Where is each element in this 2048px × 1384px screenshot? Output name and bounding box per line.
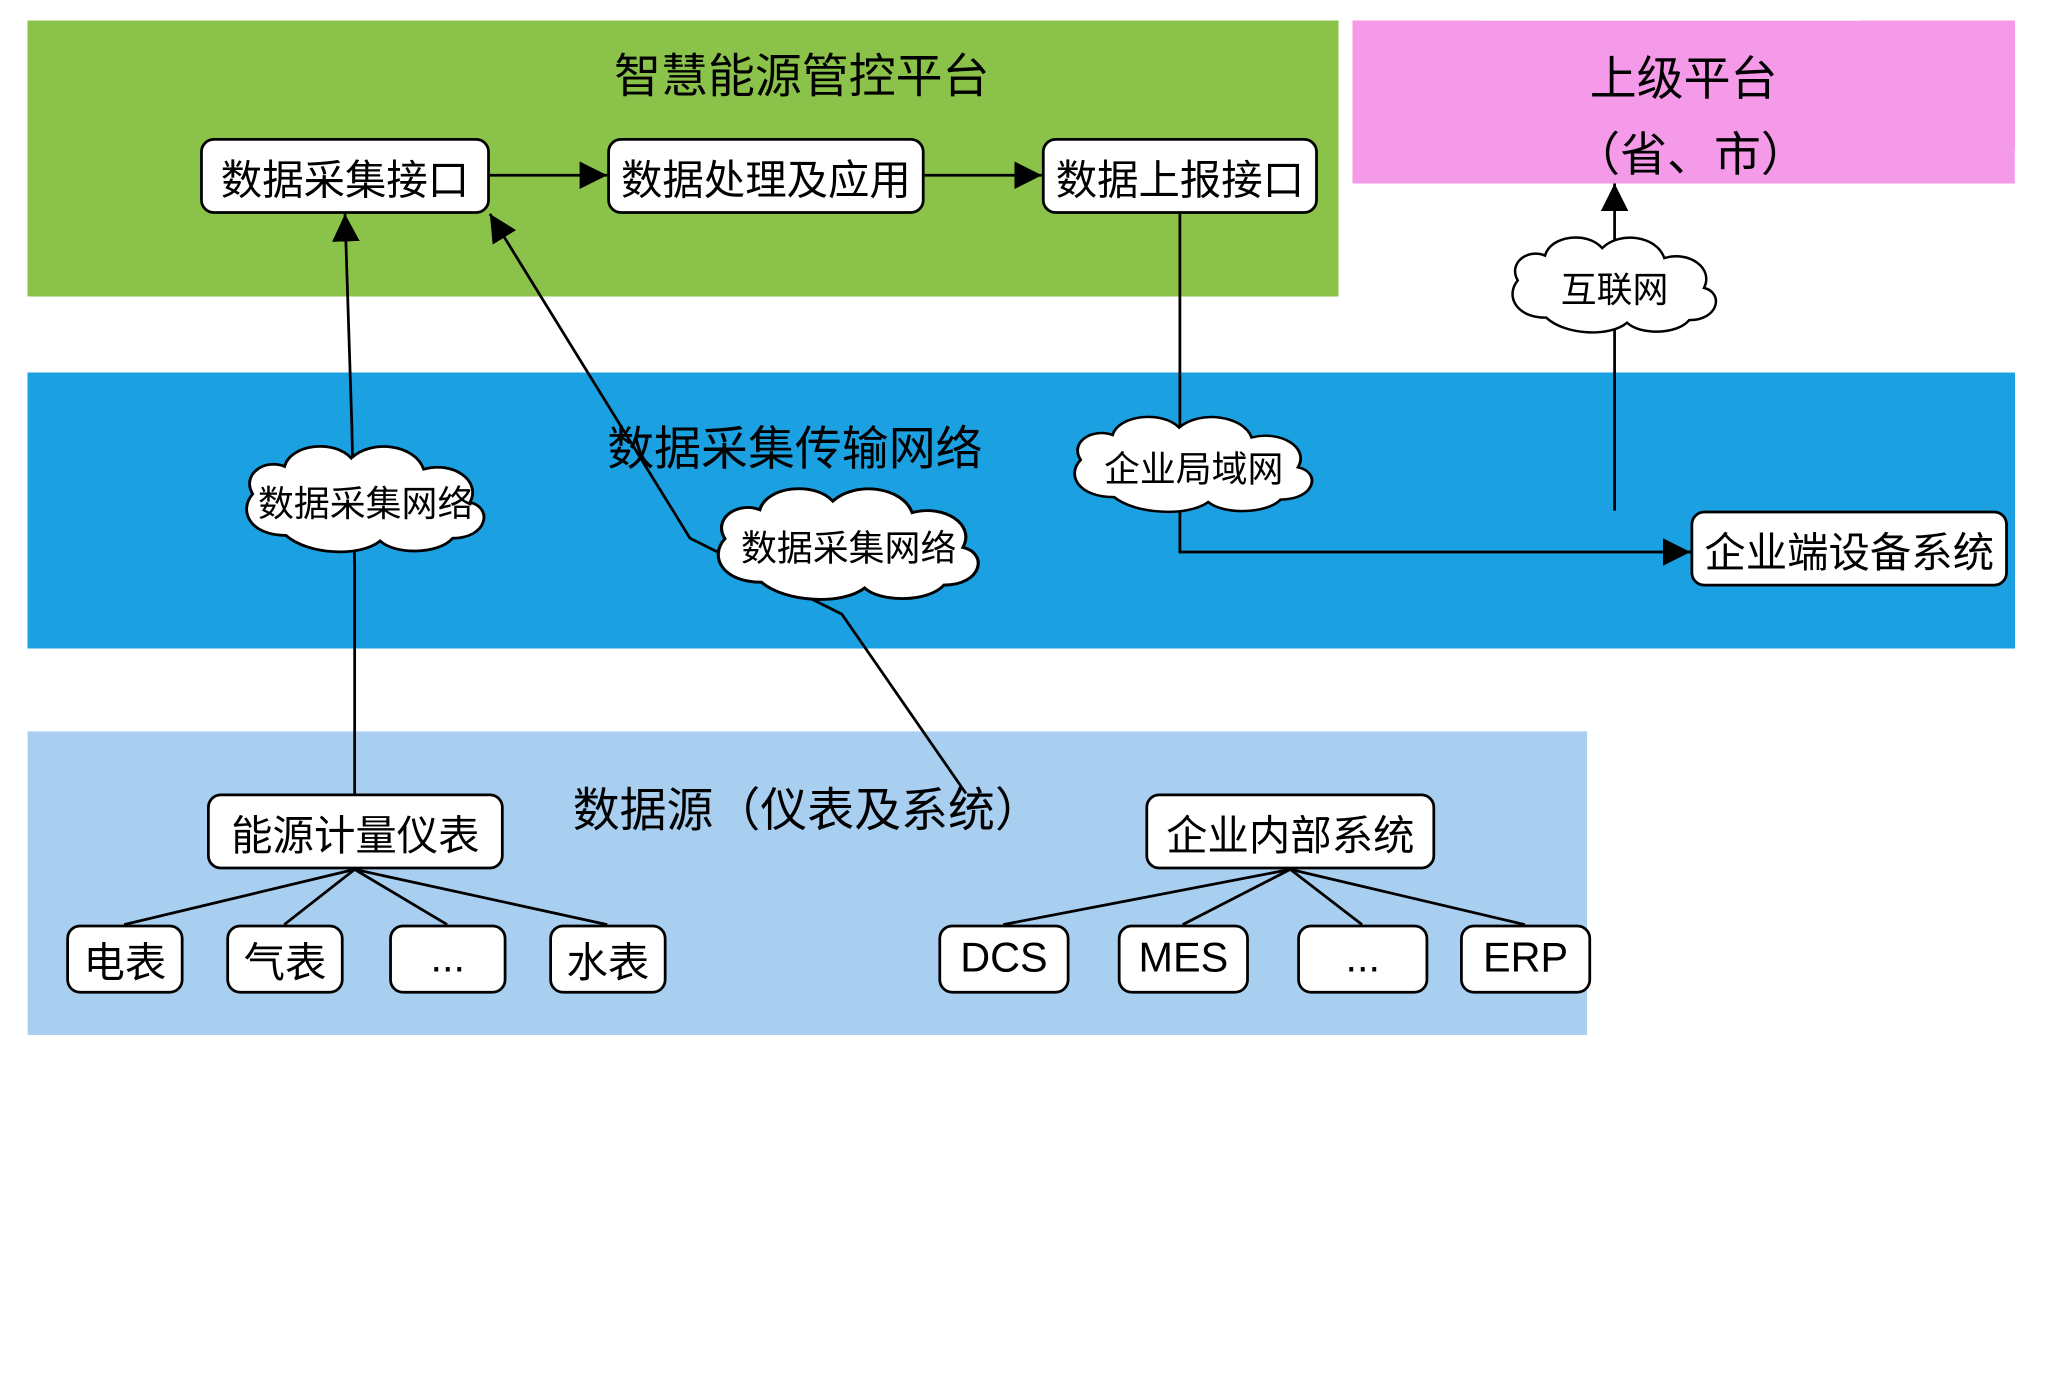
- box-label: ERP: [1483, 936, 1568, 983]
- cloud-data-collect-network-2: 数据采集网络: [690, 469, 1007, 614]
- box-label: 数据上报接口: [1056, 146, 1304, 207]
- region-platform-title: 智慧能源管控平台: [614, 39, 989, 107]
- box-data-collect-interface: 数据采集接口: [200, 138, 490, 214]
- cloud-internet: 互联网: [1490, 221, 1738, 345]
- box-label: MES: [1138, 936, 1228, 983]
- box-label: 水表: [566, 929, 649, 990]
- box-meter-gas: 气表: [226, 925, 343, 994]
- box-enterprise-internal-system: 企业内部系统: [1145, 794, 1435, 870]
- box-meter-more: ...: [389, 925, 506, 994]
- region-upper: 上级平台 （省、市）: [1352, 21, 2014, 184]
- box-energy-meters: 能源计量仪表: [207, 794, 504, 870]
- box-label: ...: [431, 936, 466, 983]
- box-label: 企业端设备系统: [1704, 518, 1994, 579]
- region-sources-title: 数据源（仪表及系统）: [573, 773, 1042, 841]
- box-data-process: 数据处理及应用: [607, 138, 924, 214]
- box-enterprise-system: 企业端设备系统: [1691, 511, 2008, 587]
- cloud-label: 数据采集网络: [258, 475, 473, 526]
- box-system-mes: MES: [1118, 925, 1249, 994]
- box-meter-water: 水表: [549, 925, 666, 994]
- box-meter-electric: 电表: [66, 925, 183, 994]
- box-label: 数据处理及应用: [621, 146, 911, 207]
- box-data-report-interface: 数据上报接口: [1042, 138, 1318, 214]
- region-upper-title: 上级平台: [1590, 41, 1778, 109]
- box-label: ...: [1345, 936, 1380, 983]
- region-upper-subtitle: （省、市）: [1573, 117, 1808, 185]
- box-system-erp: ERP: [1460, 925, 1591, 994]
- cloud-label: 互联网: [1561, 262, 1669, 313]
- box-system-dcs: DCS: [938, 925, 1069, 994]
- cloud-label: 数据采集网络: [741, 520, 956, 571]
- box-label: 电表: [83, 929, 166, 990]
- cloud-label: 企业局域网: [1104, 441, 1283, 492]
- box-label: 气表: [244, 929, 327, 990]
- cloud-data-collect-network-1: 数据采集网络: [221, 428, 511, 566]
- box-label: 能源计量仪表: [231, 801, 479, 862]
- box-system-more: ...: [1297, 925, 1428, 994]
- box-label: DCS: [960, 936, 1047, 983]
- box-label: 企业内部系统: [1166, 801, 1414, 862]
- box-label: 数据采集接口: [221, 146, 469, 207]
- cloud-enterprise-lan: 企业局域网: [1049, 400, 1339, 524]
